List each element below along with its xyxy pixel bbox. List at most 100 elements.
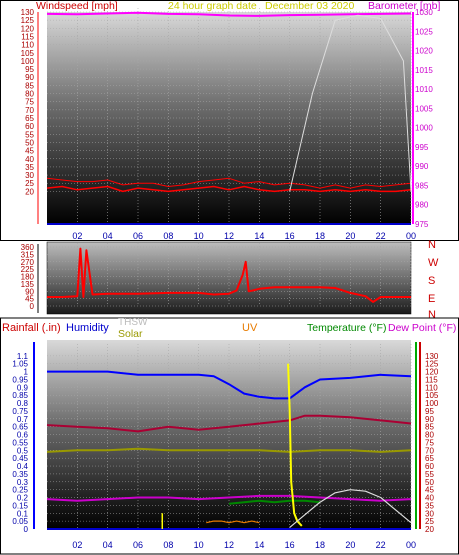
y-right-tick-label: 1010 [415, 85, 433, 94]
humidity-line [47, 370, 412, 400]
ticks-weather: 02 04 06 08 10 12 14 16 18 20 22 0000.050.10.150.20… [12, 352, 438, 550]
series-wind [46, 11, 412, 193]
y-left-tick-label: 225 [21, 265, 35, 274]
y-right-tick-label: 105 [425, 391, 439, 400]
x-tick-label: 22 [376, 540, 386, 550]
x-tick-label: 16 [285, 540, 295, 550]
grey-arc-line [289, 489, 412, 528]
x-tick-label: 12 [224, 231, 234, 241]
thsw-line [46, 447, 412, 453]
y-left-tick-label: 130 [21, 8, 35, 17]
x-tick-label: 02 [72, 231, 82, 241]
y-left-tick-label: 45 [25, 295, 34, 304]
y-left-tick-label: 360 [21, 243, 35, 252]
y-left-tick-label: 1 [24, 368, 29, 377]
y-left-tick-label: 90 [25, 73, 34, 82]
y-left-tick-label: 70 [25, 106, 34, 115]
x-tick-label: 08 [163, 231, 173, 241]
plot-area-direction [46, 241, 412, 315]
x-tick-label: 22 [376, 231, 386, 241]
x-tick-label: 04 [103, 540, 113, 550]
temperature-label: Temperature (°F) [307, 322, 386, 334]
y-left-tick-label: 40 [25, 155, 34, 164]
y-left-tick-label: 60 [25, 122, 34, 131]
x-tick-label: 10 [194, 540, 204, 550]
y-right-tick-label: 80 [425, 431, 434, 440]
y-right-tick-label: 50 [425, 478, 434, 487]
y-left-tick-label: 0.6 [17, 431, 29, 440]
y-right-tick-label: 995 [415, 143, 429, 152]
y-right-tick-label: 35 [425, 501, 434, 510]
y-right-tick-label: 45 [425, 486, 434, 495]
y-right-tick-label: 125 [425, 360, 439, 369]
y-right-tick-label: 110 [425, 383, 438, 392]
x-tick-label: 14 [254, 540, 264, 550]
temperature-line [46, 414, 412, 433]
y-left-tick-label: 75 [25, 98, 34, 107]
y-left-tick-label: 50 [25, 138, 34, 147]
y-left-tick-label: 0.95 [12, 375, 28, 384]
y-left-tick-label: 115 [21, 32, 34, 41]
x-tick-label: 00 [406, 540, 416, 550]
y-left-tick-label: 110 [21, 41, 34, 50]
y-right-tick-label: 30 [425, 509, 434, 518]
y-right-tick-label: 75 [425, 438, 434, 447]
y-left-tick-label: 0.8 [17, 399, 29, 408]
y-right-tick-label: 975 [415, 220, 429, 229]
x-tick-label: 20 [345, 540, 355, 550]
compass-w: W [428, 257, 439, 269]
y-right-tick-label: 120 [425, 368, 439, 377]
y-left-tick-label: 25 [25, 179, 34, 188]
barometer-line [46, 11, 412, 17]
y-left-tick-label: 315 [21, 250, 35, 259]
y-right-tick-label: 1030 [415, 8, 433, 17]
y-right-tick-label: 55 [425, 470, 434, 479]
y-left-tick-label: 180 [21, 273, 35, 282]
y-left-tick-label: 0 [30, 302, 35, 311]
grid-wind [47, 8, 412, 224]
compass-s: S [428, 275, 435, 287]
series-direction [47, 247, 411, 303]
y-left-tick-label: 90 [25, 287, 34, 296]
y-right-tick-label: 115 [425, 375, 438, 384]
y-right-tick-label: 60 [425, 462, 434, 471]
gust-line [46, 177, 412, 189]
y-left-tick-label: 30 [25, 171, 34, 180]
humidity-label: Humidity [66, 322, 109, 334]
y-right-tick-label: 40 [425, 494, 434, 503]
x-tick-label: 14 [254, 231, 264, 241]
windspeed-label: Windspeed [mph] [36, 0, 118, 12]
y-right-tick-label: 130 [425, 352, 439, 361]
y-left-tick-label: 0.65 [12, 423, 28, 432]
y-left-tick-label: 0.2 [17, 494, 29, 503]
x-tick-label: 20 [345, 231, 355, 241]
y-left-tick-label: 0.25 [12, 486, 28, 495]
y-right-tick-label: 95 [425, 407, 434, 416]
y-right-tick-label: 20 [425, 525, 434, 534]
y-left-tick-label: 0.75 [12, 407, 28, 416]
barometer-label: Barometer [mb] [368, 0, 440, 12]
y-left-tick-label: 80 [25, 90, 34, 99]
y-left-tick-label: 55 [25, 130, 34, 139]
thsw-label: THSW [118, 317, 148, 328]
compass-n-top: N [428, 239, 436, 251]
uv-label: UV [242, 322, 258, 334]
y-left-tick-label: 105 [21, 49, 35, 58]
y-right-tick-label: 980 [415, 201, 429, 210]
y-left-tick-label: 0.9 [17, 383, 29, 392]
y-right-tick-label: 1000 [415, 124, 433, 133]
y-left-tick-label: 270 [21, 258, 35, 267]
series-weather [46, 363, 412, 529]
y-right-tick-label: 100 [425, 399, 439, 408]
grid-direction [47, 243, 412, 307]
compass-n-bottom: N [428, 309, 436, 321]
x-tick-label: 08 [163, 540, 173, 550]
x-tick-label: 04 [103, 231, 113, 241]
y-left-tick-label: 125 [21, 16, 35, 25]
x-tick-label: 18 [315, 540, 325, 550]
compass-e: E [428, 293, 435, 305]
x-tick-label: 06 [133, 540, 143, 550]
y-right-tick-label: 65 [425, 454, 434, 463]
x-tick-label: 12 [224, 540, 234, 550]
